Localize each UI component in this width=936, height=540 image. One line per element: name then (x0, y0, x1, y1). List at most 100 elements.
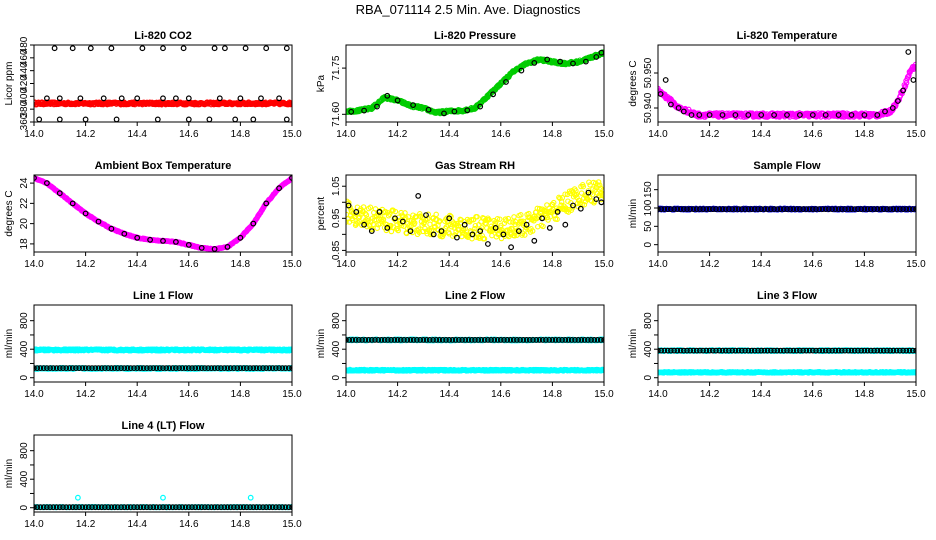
y-tick-label: 0.95 (331, 208, 342, 228)
avg-point (706, 112, 713, 118)
data-point (902, 83, 909, 89)
avg-point (221, 365, 228, 372)
avg-point (118, 365, 124, 372)
avg-point (570, 60, 576, 67)
avg-point (47, 365, 53, 372)
avg-point (861, 112, 868, 118)
data-point (411, 220, 418, 226)
avg-point (806, 206, 813, 213)
avg-point (874, 206, 881, 213)
avg-point (410, 102, 417, 108)
y-tick-label: 100 (643, 199, 654, 216)
avg-point (884, 206, 890, 213)
data-point (410, 218, 417, 225)
avg-point (696, 112, 703, 118)
avg-point (719, 206, 726, 213)
avg-point (361, 107, 368, 114)
avg-point (461, 221, 468, 228)
y-tick-label: 1.05 (331, 176, 342, 196)
avg-point (150, 365, 157, 372)
avg-point (464, 107, 471, 114)
avg-point (221, 45, 228, 52)
data-point (472, 225, 478, 232)
data-point (540, 223, 546, 230)
avg-point (374, 103, 380, 110)
y-tick-label: 420 (19, 75, 30, 92)
avg-point (82, 210, 89, 217)
avg-point (44, 95, 50, 102)
avg-point (394, 97, 401, 104)
data-point (511, 214, 517, 220)
avg-point (276, 365, 283, 372)
avg-point (809, 206, 816, 213)
y-tick-label: 24 (19, 177, 30, 189)
avg-point (118, 95, 125, 102)
data-point (395, 227, 401, 234)
avg-point (726, 206, 732, 213)
avg-point (185, 241, 192, 248)
avg-point (216, 95, 223, 102)
avg-point (160, 237, 166, 244)
avg-point (131, 365, 137, 372)
avg-point (871, 206, 877, 213)
avg-point (713, 206, 719, 213)
avg-point (903, 206, 910, 213)
avg-point (800, 206, 806, 213)
avg-point (771, 112, 777, 118)
avg-point (877, 206, 884, 213)
avg-point (56, 95, 63, 102)
figure-title: RBA_071114 2.5 Min. Ave. Diagnostics (356, 2, 581, 17)
avg-point (446, 215, 453, 222)
data-point (435, 227, 442, 233)
avg-point (671, 206, 677, 213)
avg-point (838, 206, 845, 213)
data-point (447, 212, 453, 219)
x-tick-label: 14.8 (855, 129, 875, 140)
data-point (529, 228, 536, 234)
avg-point (79, 365, 86, 372)
avg-point (842, 206, 848, 213)
avg-point (531, 237, 538, 244)
y-axis-label: degrees C (628, 60, 639, 106)
avg-point (114, 365, 121, 372)
y-tick-label: 22 (19, 197, 30, 209)
avg-point (861, 206, 868, 213)
data-point (512, 221, 518, 228)
avg-point (201, 365, 208, 372)
avg-point (771, 206, 777, 213)
avg-point (34, 365, 41, 372)
avg-point (900, 206, 906, 213)
data-point (288, 100, 292, 107)
avg-point (751, 206, 758, 213)
avg-point (63, 365, 70, 372)
avg-point (224, 243, 231, 250)
x-tick-label: 14.6 (179, 129, 199, 140)
chart-title: Gas Stream RH (435, 160, 515, 172)
avg-point (214, 365, 221, 372)
data-point (481, 236, 488, 242)
avg-point (250, 220, 257, 227)
avg-point (95, 218, 102, 225)
y-axis-label: degrees C (4, 190, 15, 236)
x-tick-label: 14.2 (700, 259, 720, 270)
avg-point (113, 116, 120, 122)
avg-point (867, 206, 874, 213)
avg-point (544, 56, 551, 63)
avg-point (797, 206, 803, 213)
x-tick-label: 14.4 (127, 389, 147, 400)
y-tick-label: 150 (643, 181, 654, 198)
plot-points (658, 49, 916, 120)
avg-point (176, 365, 183, 372)
avg-point (237, 365, 244, 372)
avg-point (185, 365, 192, 372)
avg-point (855, 206, 861, 213)
avg-point (425, 106, 432, 113)
avg-point (243, 365, 250, 372)
data-point (515, 227, 521, 233)
avg-point (224, 365, 231, 372)
avg-point (353, 208, 360, 215)
avg-point (703, 206, 710, 213)
avg-point (172, 365, 179, 372)
